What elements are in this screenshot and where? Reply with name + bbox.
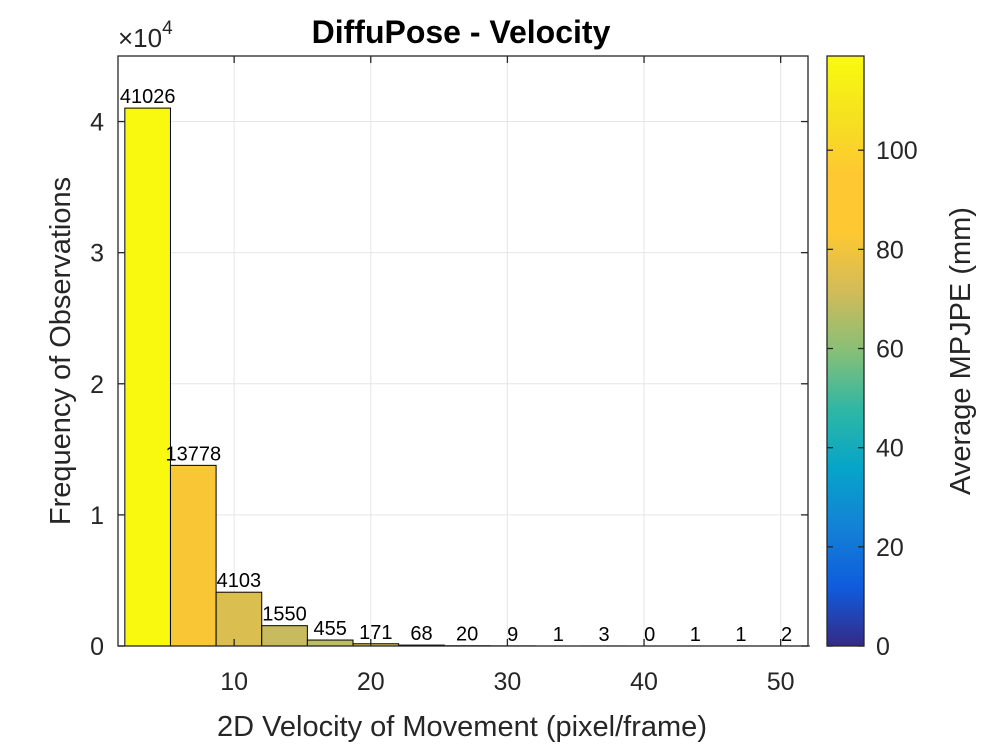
bar (124, 107, 171, 647)
x-tick-label: 30 (493, 668, 521, 696)
bar-data-label: 0 (644, 624, 655, 646)
colorbar-tick-label: 20 (876, 534, 904, 562)
grid-lines (118, 56, 808, 647)
x-tick-label: 10 (220, 668, 248, 696)
y-tick-label: 3 (90, 240, 104, 268)
bar-data-label: 1 (553, 624, 564, 646)
y-tick-label: 4 (90, 109, 104, 137)
colorbar-tick-label: 100 (876, 137, 918, 165)
bar-data-label: 1 (735, 624, 746, 646)
plot-axes-box (117, 55, 809, 647)
colorbar (826, 55, 865, 647)
colorbar-label: Average MPJPE (mm) (945, 207, 977, 495)
bar-data-label: 9 (507, 624, 518, 646)
bar-data-label: 13778 (165, 443, 221, 465)
colorbar-tick-label: 40 (876, 435, 904, 463)
colorbar-tick-label: 0 (876, 633, 890, 661)
x-axis-ticks: 10 20 30 40 50 (220, 56, 795, 696)
y-tick-label: 0 (90, 633, 104, 661)
y-tick-label: 1 (90, 502, 104, 530)
bars (124, 107, 810, 647)
colorbar-tick-label: 60 (876, 336, 904, 364)
bar (306, 639, 354, 647)
bar-data-label: 4103 (217, 570, 262, 592)
bar-data-label: 455 (314, 618, 347, 640)
y-tick-label: 2 (90, 371, 104, 399)
bar-data-label: 3 (598, 624, 609, 646)
bar-data-label: 1550 (262, 604, 307, 626)
y-axis-ticks: 0 1 2 3 4 (90, 109, 808, 661)
y-axis-label: Frequency of Observations (45, 177, 77, 525)
bar-data-label: 2 (781, 624, 792, 646)
bar (169, 464, 217, 647)
colorbar-tick-label: 80 (876, 236, 904, 264)
colorbar-ticks: 0 20 40 60 80 100 (827, 137, 918, 661)
x-axis-label: 2D Velocity of Movement (pixel/frame) (217, 711, 707, 743)
bar-data-label: 1 (690, 624, 701, 646)
x-tick-label: 50 (767, 668, 795, 696)
x-tick-label: 40 (630, 668, 658, 696)
bar-data-label: 68 (410, 623, 432, 645)
x-tick-label: 20 (357, 668, 385, 696)
bar-data-label: 41026 (120, 86, 176, 108)
bar-data-label: 20 (456, 624, 478, 646)
y-axis-exponent: ×104 (118, 18, 173, 53)
bar (261, 625, 308, 647)
bar (215, 591, 263, 647)
chart-title: DiffuPose - Velocity (312, 14, 611, 50)
bar-data-label: 171 (359, 622, 392, 644)
